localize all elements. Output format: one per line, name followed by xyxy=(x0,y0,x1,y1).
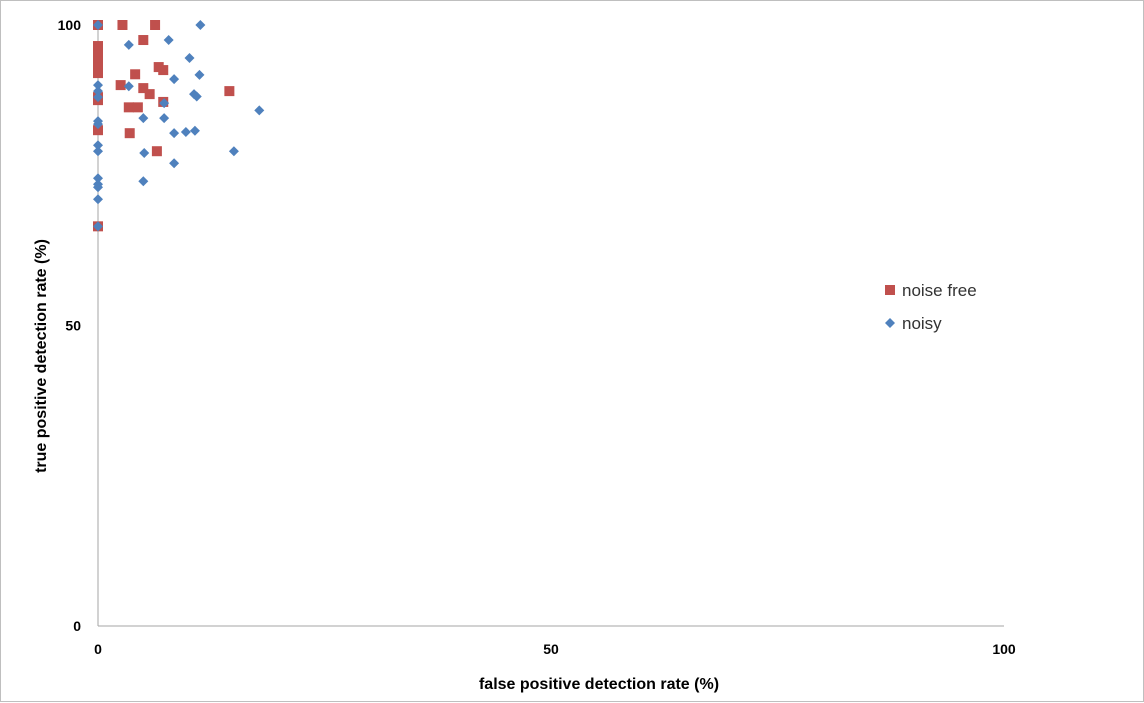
data-points xyxy=(93,20,265,232)
point-noisy xyxy=(93,194,103,205)
point-noise-free xyxy=(151,146,162,157)
point-noisy xyxy=(194,69,205,80)
point-noisy xyxy=(93,173,103,184)
point-noisy xyxy=(93,86,103,97)
point-noisy xyxy=(254,105,265,116)
point-noisy xyxy=(169,158,180,169)
y-tick-labels: 0 50 100 xyxy=(58,17,82,634)
point-noisy xyxy=(189,125,200,136)
point-noise-free xyxy=(93,50,103,61)
point-noisy xyxy=(228,146,239,157)
point-noisy xyxy=(138,113,149,124)
legend-label-noisy: noisy xyxy=(902,314,942,333)
point-noise-free xyxy=(93,62,103,73)
point-noisy xyxy=(93,221,103,232)
point-noisy xyxy=(169,128,180,139)
point-noisy xyxy=(93,20,103,30)
x-tick-label: 0 xyxy=(94,641,102,657)
point-noise-free xyxy=(130,69,141,80)
x-tick-label: 100 xyxy=(992,641,1016,657)
point-noisy xyxy=(163,35,174,46)
point-noisy xyxy=(191,91,202,102)
point-noise-free xyxy=(138,35,149,46)
y-tick-label: 100 xyxy=(58,17,82,33)
point-noisy xyxy=(123,39,134,50)
x-axis-title: false positive detection rate (%) xyxy=(479,676,719,693)
y-tick-label: 50 xyxy=(65,318,81,334)
point-noisy xyxy=(93,182,103,193)
legend-marker-noise-free xyxy=(885,285,895,295)
y-axis-title: true positive detection rate (%) xyxy=(33,239,50,473)
x-tick-labels: 0 50 100 xyxy=(94,641,1016,657)
point-noisy xyxy=(180,126,191,137)
point-noisy xyxy=(138,176,149,187)
point-noise-free xyxy=(123,102,134,113)
y-tick-label: 0 xyxy=(73,618,81,634)
point-noisy xyxy=(93,146,103,157)
point-noisy xyxy=(93,80,103,91)
point-noise-free xyxy=(138,83,149,94)
point-noise-free xyxy=(93,41,103,52)
point-noisy xyxy=(93,140,103,151)
point-noisy xyxy=(123,81,134,92)
point-noisy xyxy=(184,53,195,64)
point-noisy xyxy=(93,92,103,103)
point-noise-free xyxy=(115,80,126,91)
point-noise-free xyxy=(158,65,169,76)
x-tick-label: 50 xyxy=(543,641,559,657)
point-noise-free xyxy=(224,86,235,97)
point-noisy xyxy=(195,20,206,30)
point-noise-free xyxy=(124,128,135,139)
point-noise-free xyxy=(150,20,161,30)
legend-marker-noisy xyxy=(885,318,895,328)
legend-label-noise-free: noise free xyxy=(902,281,977,300)
point-noisy xyxy=(169,74,180,85)
point-noise-free xyxy=(144,89,155,100)
point-noisy xyxy=(93,119,103,130)
point-noise-free xyxy=(117,20,128,30)
point-noisy xyxy=(159,98,170,109)
point-noisy xyxy=(139,148,150,159)
point-noise-free xyxy=(132,102,143,113)
legend: noise free noisy xyxy=(885,281,977,333)
point-noisy xyxy=(159,113,170,124)
point-noise-free xyxy=(93,125,103,136)
point-noise-free xyxy=(93,56,103,67)
point-noise-free xyxy=(93,68,103,79)
